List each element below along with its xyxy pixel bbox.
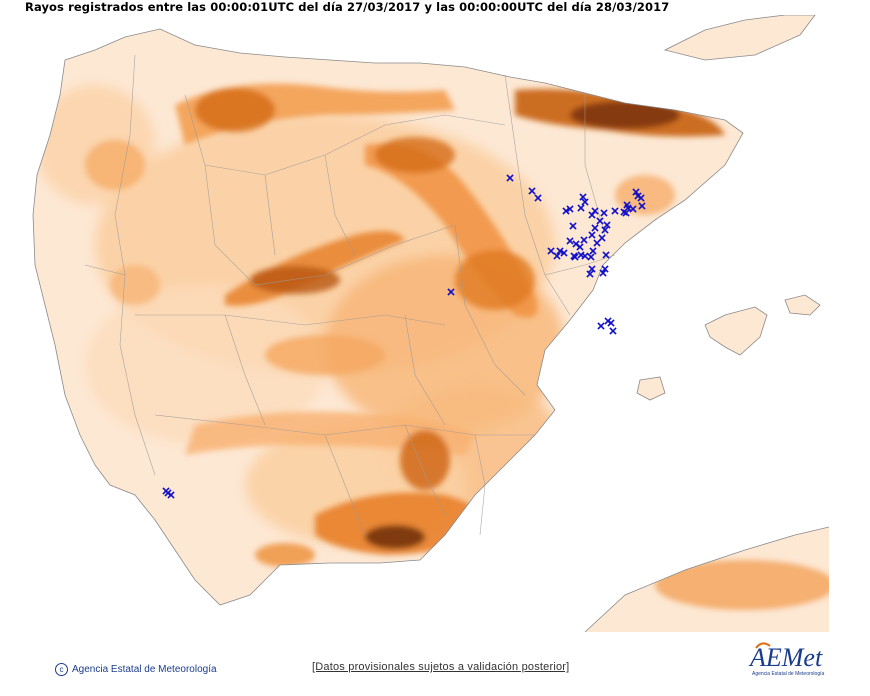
x-mark-icon [576,243,584,251]
aemet-logo: AEMet [748,642,823,672]
x-mark-icon [553,252,561,260]
x-mark-icon [580,236,588,244]
logo-subtitle: Agencia Estatal de Meteorología [752,671,825,677]
x-mark-icon [588,265,596,273]
copyright-icon: c [55,663,68,676]
x-mark-icon [602,251,610,259]
x-mark-icon [599,269,607,277]
agency-credit: c Agencia Estatal de Meteorología [55,663,217,676]
x-mark-icon [528,187,536,195]
x-mark-icon [569,222,577,230]
x-mark-icon [601,265,609,273]
x-mark-icon [623,201,631,209]
x-mark-icon [547,247,555,255]
x-mark-icon [566,205,574,213]
x-mark-icon [581,252,589,260]
x-mark-icon [581,198,589,206]
x-mark-icon [622,209,630,217]
x-mark-icon [598,234,606,242]
x-mark-icon [609,327,617,335]
x-mark-icon [593,239,601,247]
x-mark-icon [600,209,608,217]
x-mark-icon [588,231,596,239]
x-mark-icon [591,224,599,232]
x-mark-icon [629,205,637,213]
x-mark-icon [560,249,568,257]
x-mark-icon [634,192,642,200]
svg-text:AEMet: AEMet [748,643,823,672]
x-mark-icon [534,194,542,202]
x-mark-icon [588,211,596,219]
x-mark-icon [611,207,619,215]
x-mark-icon [632,188,640,196]
x-mark-icon [587,253,595,261]
x-mark-icon [638,202,646,210]
x-mark-icon [167,491,175,499]
agency-name: Agencia Estatal de Meteorología [72,664,217,675]
disclaimer-text: [Datos provisionales sujetos a validació… [312,661,570,673]
lightning-strikes [162,174,646,499]
x-mark-icon [586,270,594,278]
lightning-map [25,15,829,632]
x-mark-icon [604,317,612,325]
x-mark-icon [562,207,570,215]
x-mark-icon [556,247,564,255]
x-mark-icon [447,288,455,296]
x-mark-icon [579,193,587,201]
map-title: Rayos registrados entre las 00:00:01UTC … [25,0,670,14]
x-mark-icon [597,322,605,330]
x-mark-icon [506,174,514,182]
x-mark-icon [601,226,609,234]
x-mark-icon [577,204,585,212]
x-mark-icon [603,221,611,229]
x-mark-icon [566,237,574,245]
x-mark-icon [589,247,597,255]
x-mark-icon [596,217,604,225]
x-mark-icon [571,253,579,261]
